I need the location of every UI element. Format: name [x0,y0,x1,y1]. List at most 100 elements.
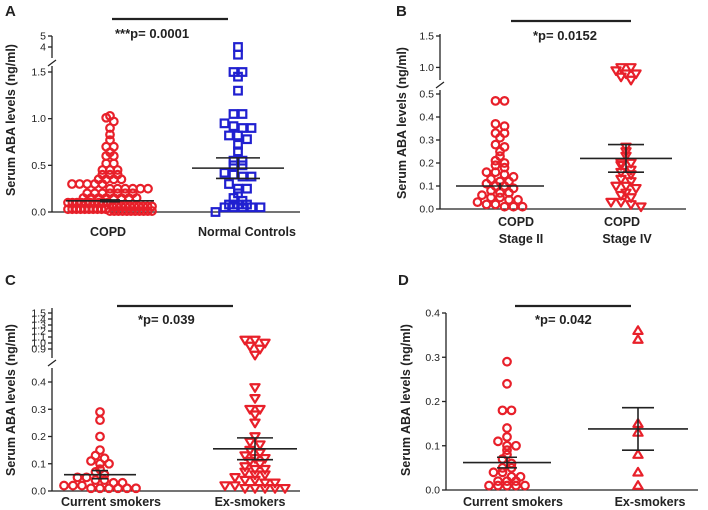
point-c-current-7 [95,458,105,469]
point-a-normal-16 [233,146,243,157]
group-label-b-copd-1: COPD [498,215,534,229]
point-c-ex-0 [239,335,251,346]
point-c-ex-38 [269,483,281,494]
point-d-ex-5 [632,466,644,477]
group-label-c-ex: Ex-smokers [215,495,286,509]
point-b-stage4-12 [615,160,627,171]
point-c-current-25 [122,483,132,494]
y-tick-label-b-4: 0.4 [419,112,434,124]
point-b-stage2-7 [490,139,501,150]
pvalue-b: *p= 0.0152 [533,28,597,43]
y-tick-label-a-1: 0.5 [31,160,46,172]
point-d-ex-1 [632,334,644,344]
point-a-normal-25 [224,179,234,189]
point-b-stage4-24 [605,197,617,208]
point-c-ex-13 [244,437,256,448]
point-d-current-0 [502,356,512,367]
point-c-current-13 [81,472,92,483]
point-c-ex-35 [239,483,251,494]
point-b-stage2-8 [499,141,510,152]
point-c-current-0 [95,407,105,417]
point-c-ex-32 [269,478,281,489]
point-b-stage2-30 [486,192,496,203]
point-b-stage2-4 [490,128,501,139]
y-axis-label-b: Serum ABA levels (ng/ml) [395,47,409,199]
point-a-normal-5 [233,85,243,96]
point-d-current-15 [488,467,499,478]
point-b-stage4-16 [615,174,627,185]
group-label-d-ex: Ex-smokers [615,495,686,509]
point-b-stage4-27 [635,202,647,213]
point-c-ex-21 [254,459,266,470]
point-c-current-24 [113,483,123,494]
y-tick-label-b-6: 1.0 [419,62,434,74]
point-b-stage4-19 [620,181,632,192]
y-tick-label-d-3: 0.3 [425,352,440,364]
panel-letter-a: A [5,3,16,20]
y-tick-label-c-8: 1.2 [31,326,46,338]
point-b-stage2-37 [499,201,510,212]
point-c-ex-16 [254,448,266,459]
y-tick-label-a-0: 0.0 [31,207,46,219]
point-d-ex-6 [632,480,644,490]
y-tick-label-a-4: 4 [40,42,46,54]
y-tick-label-a-3: 1.5 [31,67,46,79]
group-label-b-copd-2: COPD [604,215,640,229]
point-d-current-25 [511,480,521,491]
point-b-stage2-1 [499,95,510,106]
point-a-copd-33 [143,183,153,194]
point-b-stage2-2 [490,118,501,129]
point-c-ex-24 [259,464,271,475]
point-c-current-8 [104,458,114,469]
point-b-stage2-36 [490,199,501,210]
y-axis-label-c: Serum ABA levels (ng/ml) [4,324,18,476]
y-tick-label-c-6: 1.0 [31,338,46,350]
point-a-copd-23 [67,179,77,189]
point-a-normal-4 [233,71,243,82]
point-c-ex-34 [229,481,241,492]
point-c-current-6 [86,456,96,466]
y-tick-label-d-4: 0.4 [425,308,440,320]
point-a-normal-7 [237,109,248,119]
point-b-stage4-15 [625,170,637,180]
point-c-ex-14 [254,440,266,451]
point-d-current-19 [493,476,503,487]
point-a-copd-24 [74,179,85,189]
point-a-copd-27 [97,179,108,189]
point-a-normal-11 [246,123,257,133]
point-b-stage2-38 [508,201,519,212]
point-a-copd-77 [96,204,107,215]
point-b-stage2-6 [495,132,505,143]
point-c-current-22 [95,483,105,494]
point-d-current-9 [502,445,512,456]
group-label-a-normal: Normal Controls [198,225,296,239]
point-d-current-3 [506,405,517,416]
point-b-stage4-2 [610,66,622,77]
point-c-ex-36 [249,483,261,494]
pvalue-c: *p= 0.039 [138,312,195,327]
point-a-copd-88 [142,206,153,216]
point-a-copd-15 [112,165,123,175]
point-c-ex-28 [229,473,241,483]
point-d-current-21 [511,476,521,487]
point-b-stage4-10 [615,158,627,169]
point-c-ex-27 [259,470,271,481]
point-a-normal-1 [233,49,243,60]
y-tick-label-c-3: 0.3 [31,404,46,416]
point-b-stage2-33 [513,194,523,205]
panel-letter-d: D [398,272,409,289]
point-b-stage4-18 [610,181,622,192]
point-c-current-12 [72,472,83,483]
point-c-ex-33 [219,481,231,492]
point-b-stage2-35 [481,199,492,210]
point-d-current-26 [520,480,530,491]
point-b-stage2-39 [517,201,528,212]
point-b-stage2-22 [481,178,492,189]
point-d-current-4 [502,423,512,433]
point-c-ex-5 [249,350,261,361]
point-a-normal-6 [228,109,239,119]
point-c-ex-31 [259,478,271,489]
point-c-ex-10 [249,410,261,421]
point-d-current-24 [502,480,512,491]
y-tick-label-b-3: 0.3 [419,135,434,147]
